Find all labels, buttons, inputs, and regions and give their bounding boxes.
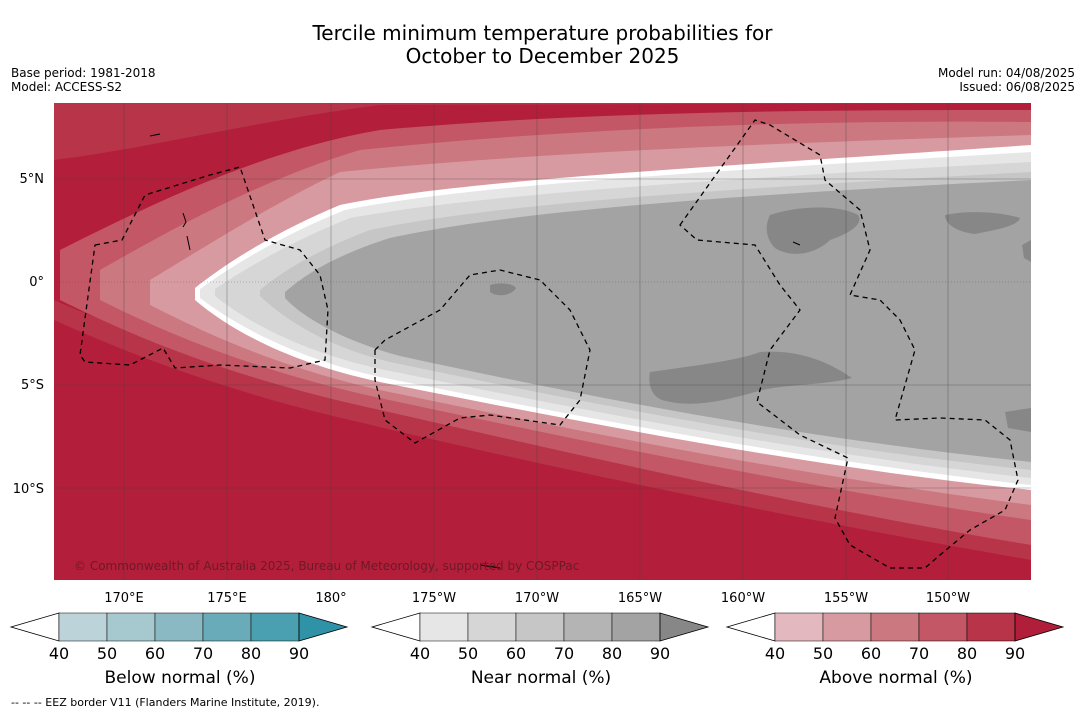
colorbar-above-normal: 40 50 60 70 80 90 [725, 612, 1065, 663]
colorbar-segment [611, 612, 661, 642]
colorbar-title-near: Near normal (%) [470, 668, 612, 688]
colorbar-title-below: Below normal (%) [104, 668, 256, 688]
eez-border-kiribati-phoenix [374, 269, 591, 444]
lon-label: 150°W [926, 591, 970, 606]
lat-label: 5°N [20, 172, 45, 187]
lon-label: 155°W [824, 591, 868, 606]
near-high-patch-3 [649, 351, 852, 404]
colorbar-tick-label: 90 [1005, 644, 1025, 663]
issued-date: Issued: 06/08/2025 [959, 80, 1075, 94]
colorbar-segment [467, 612, 517, 642]
island-outlines [149, 133, 801, 569]
colorbar-segment [250, 612, 300, 642]
island-outline [186, 235, 191, 251]
colorbar-segment [154, 612, 204, 642]
meta-right: Model run: 04/08/2025 Issued: 06/08/2025 [938, 66, 1075, 94]
near-high-patch-5 [1005, 408, 1031, 432]
copyright-notice: © Commonwealth of Australia 2025, Bureau… [74, 559, 579, 573]
colorbar-tick-label: 80 [241, 644, 261, 663]
colorbar-segment [58, 612, 108, 642]
colorbar-extend-low [370, 612, 421, 642]
lon-label: 175°W [412, 591, 456, 606]
colorbar-segment [563, 612, 613, 642]
colorbar-tick-label: 70 [193, 644, 213, 663]
model-run: Model run: 04/08/2025 [937, 66, 1075, 80]
colorbar-segment [419, 612, 469, 642]
near-high-patch-2 [945, 212, 1020, 234]
colorbar-segment [774, 612, 824, 642]
colorbar-extend-high [298, 612, 349, 642]
colorbar-below-normal: 40 50 60 70 80 90 [9, 612, 349, 663]
island-outline [479, 564, 501, 569]
colorbar-extend-high [1014, 612, 1065, 642]
near-band-80 [285, 180, 1031, 462]
colorbar-tick-label: 90 [289, 644, 309, 663]
lon-label: 160°W [721, 591, 765, 606]
colorbar-extend-low [9, 612, 60, 642]
colorbar-segment [822, 612, 872, 642]
colorbar-segment [870, 612, 920, 642]
colorbar-tick-label: 40 [49, 644, 69, 663]
colorbar-extend-high [659, 612, 710, 642]
lon-label: 175°E [207, 591, 247, 606]
colorbar-tick-label: 50 [458, 644, 478, 663]
longitude-labels: 170°E 175°E 180° 175°W 170°W 165°W 160°W… [104, 591, 970, 606]
lon-label: 170°W [515, 591, 559, 606]
model-name: Model: ACCESS-S2 [11, 80, 123, 94]
colorbar-segment [106, 612, 156, 642]
eez-footnote: -- -- -- EEZ border V11 (Flanders Marine… [11, 696, 320, 709]
map-plot-area: © Commonwealth of Australia 2025, Bureau… [54, 103, 1031, 580]
lon-label: 165°W [618, 591, 662, 606]
colorbar-near-normal: 40 50 60 70 80 90 [370, 612, 710, 663]
gridlines [54, 103, 1031, 580]
lat-label: 0° [29, 275, 44, 290]
lon-label: 170°E [104, 591, 144, 606]
lon-label: 180° [315, 591, 346, 606]
title-line-1: Tercile minimum temperature probabilitie… [312, 21, 773, 45]
colorbar-title-above: Above normal (%) [819, 668, 973, 688]
near-high-patch-1 [766, 207, 860, 254]
colorbar-tick-label: 80 [957, 644, 977, 663]
colorbar-tick-label: 70 [909, 644, 929, 663]
lat-label: 5°S [21, 378, 44, 393]
colorbar-tick-label: 60 [506, 644, 526, 663]
colorbar-tick-label: 60 [145, 644, 165, 663]
chart-title: Tercile minimum temperature probabilitie… [0, 22, 1085, 68]
near-high-patch-4 [490, 283, 516, 296]
title-line-2: October to December 2025 [405, 44, 680, 68]
island-outline [792, 241, 801, 246]
colorbar-tick-label: 50 [813, 644, 833, 663]
colorbar-tick-label: 50 [97, 644, 117, 663]
base-period: Base period: 1981-2018 [11, 66, 156, 80]
near-high-patch-6 [1022, 240, 1031, 262]
colorbar-tick-label: 90 [650, 644, 670, 663]
meta-left: Base period: 1981-2018 Model: ACCESS-S2 [11, 66, 156, 94]
above-band-80 [54, 103, 1031, 160]
colorbar-tick-label: 80 [602, 644, 622, 663]
colorbar-tick-label: 60 [861, 644, 881, 663]
colorbar-segment [918, 612, 968, 642]
lat-label: 10°S [13, 482, 44, 497]
island-outline [182, 212, 187, 228]
colorbar-tick-label: 40 [410, 644, 430, 663]
colorbar-segment [202, 612, 252, 642]
eez-borders [79, 119, 1019, 569]
colorbar-segment [966, 612, 1016, 642]
colorbar-tick-label: 70 [554, 644, 574, 663]
colorbar-segment [515, 612, 565, 642]
colorbar-extend-low [725, 612, 776, 642]
latitude-labels: 5°N 0° 5°S 10°S [13, 172, 44, 497]
island-outline [149, 133, 161, 137]
colorbar-tick-label: 40 [765, 644, 785, 663]
